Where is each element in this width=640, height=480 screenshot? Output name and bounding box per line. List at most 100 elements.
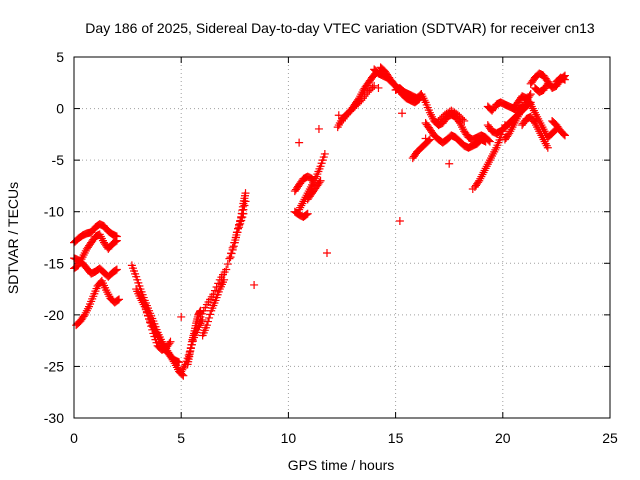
data-point-track-k: [209, 290, 218, 299]
data-point-track-ah: [543, 79, 552, 88]
data-point-track-k: [222, 265, 231, 274]
data-point-track-e: [179, 371, 188, 380]
data-point-track-ac: [480, 166, 489, 175]
data-point-track-c: [111, 237, 120, 246]
data-point-track-g: [143, 311, 152, 320]
data-point-track-ai: [559, 130, 568, 139]
data-point-track-m: [234, 224, 243, 233]
data-point-track-c: [78, 253, 87, 262]
y-tick-label: 5: [56, 49, 64, 65]
data-point-track-k: [223, 260, 232, 269]
data-point-track-ac: [487, 154, 496, 163]
data-point-track-ac: [483, 160, 492, 169]
x-tick-label: 15: [388, 430, 404, 446]
x-tick-label: 20: [495, 430, 511, 446]
data-point-track-d: [104, 290, 113, 299]
data-point-track-w: [456, 121, 465, 130]
data-point-track-w: [428, 112, 437, 121]
data-point-track-ac: [477, 172, 486, 181]
data-points: [70, 63, 569, 380]
y-tick-label: -30: [44, 410, 64, 426]
data-point-track-o: [297, 201, 306, 210]
data-point-track-g: [146, 318, 155, 327]
data-point-track-w: [425, 108, 434, 117]
x-tick-label: 10: [281, 430, 297, 446]
data-point-track-s: [370, 81, 379, 90]
data-point-track-ad: [507, 125, 516, 134]
data-point-track-ad: [513, 112, 522, 121]
data-point-track-c: [97, 234, 106, 243]
data-point-track-q: [315, 178, 324, 187]
data-point-track-j: [205, 313, 214, 322]
data-point-isolated-points: [468, 185, 477, 194]
data-point-track-q: [316, 176, 325, 185]
data-point-track-af: [536, 129, 545, 138]
y-tick-label: -25: [44, 358, 64, 374]
data-point-track-c: [80, 248, 89, 257]
data-point-track-j: [204, 317, 212, 326]
data-point-track-c: [79, 251, 88, 260]
data-point-track-af: [542, 141, 551, 150]
y-tick-label: -20: [44, 307, 64, 323]
data-point-track-j: [202, 321, 211, 330]
x-tick-label: 5: [177, 430, 185, 446]
data-point-track-l: [227, 249, 236, 258]
data-point-track-k: [214, 279, 223, 288]
data-point-track-o: [320, 149, 329, 158]
data-point-track-ac: [482, 162, 491, 171]
data-point-track-af: [541, 139, 550, 148]
data-point-track-ac: [489, 149, 498, 158]
data-point-isolated-points: [421, 134, 430, 143]
data-point-track-p: [303, 209, 312, 218]
data-point-track-ac: [476, 174, 485, 183]
data-point-track-ac: [488, 152, 497, 161]
data-point-track-c: [74, 261, 83, 270]
plot-frame: [73, 56, 611, 419]
data-point-track-ad: [526, 90, 535, 99]
data-point-track-m: [232, 228, 241, 237]
data-point-track-ai: [560, 131, 569, 140]
data-point-track-s: [360, 92, 369, 101]
data-point-track-l: [229, 242, 238, 251]
data-point-isolated-points: [322, 248, 331, 257]
data-point-track-ac: [490, 147, 499, 156]
data-point-track-af: [540, 137, 549, 146]
data-point-track-ae: [529, 106, 538, 115]
data-point-track-p: [302, 210, 311, 219]
data-point-track-d: [113, 296, 122, 305]
data-point-track-d: [80, 310, 89, 319]
data-point-track-m: [240, 201, 249, 210]
data-point-track-ad: [511, 116, 520, 125]
data-point-track-m: [238, 209, 247, 218]
data-point-isolated-points: [177, 312, 186, 321]
data-point-track-ad: [505, 129, 514, 138]
data-point-track-ad: [515, 108, 524, 117]
data-point-track-ac: [500, 121, 509, 130]
data-point-track-z: [460, 116, 469, 125]
y-tick-label: -15: [44, 255, 64, 271]
y-tick-label: -10: [44, 204, 64, 220]
data-point-track-ad: [519, 102, 528, 111]
data-point-track-af: [539, 135, 548, 144]
data-point-track-d: [83, 304, 92, 313]
data-point-track-af: [535, 127, 544, 136]
data-point-track-s: [358, 94, 367, 103]
data-point-track-r: [334, 121, 343, 130]
data-point-track-af: [534, 125, 543, 134]
data-point-track-g: [140, 300, 149, 309]
data-point-track-ac: [475, 176, 484, 185]
x-axis-label: GPS time / hours: [288, 457, 395, 473]
data-point-track-o: [299, 197, 308, 206]
data-point-track-y: [425, 135, 434, 144]
data-point-track-l: [228, 245, 237, 254]
data-point-track-l: [226, 253, 235, 262]
data-point-track-ac: [484, 158, 493, 167]
data-point-track-m: [239, 205, 248, 214]
data-point-track-af: [537, 131, 546, 140]
y-tick-labels: 5 0 -5 -10 -15 -20 -25 -30: [44, 49, 64, 426]
data-point-track-x: [481, 137, 490, 146]
grid-lines: [74, 57, 610, 418]
data-point-track-ae: [532, 110, 541, 119]
data-point-track-k: [212, 283, 221, 292]
data-point-track-ac: [481, 164, 490, 173]
